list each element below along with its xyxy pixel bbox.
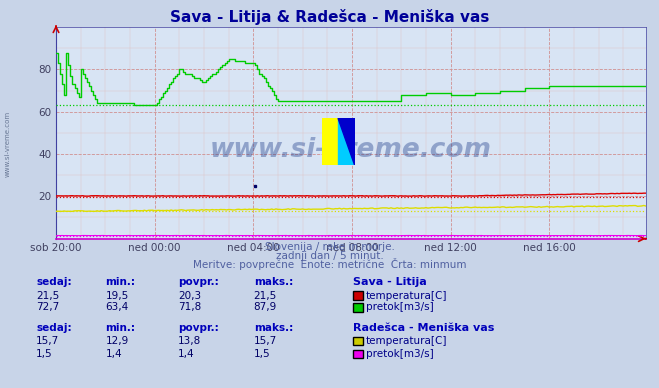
Text: 1,4: 1,4 (105, 349, 122, 359)
Text: 1,4: 1,4 (178, 349, 194, 359)
Text: Meritve: povprečne  Enote: metrične  Črta: minmum: Meritve: povprečne Enote: metrične Črta:… (192, 258, 467, 270)
Polygon shape (338, 118, 355, 165)
Polygon shape (338, 118, 355, 165)
Text: Sava - Litija: Sava - Litija (353, 277, 426, 287)
Text: maks.:: maks.: (254, 322, 293, 333)
Text: 1,5: 1,5 (254, 349, 270, 359)
Text: Sava - Litija & Radešca - Meniška vas: Sava - Litija & Radešca - Meniška vas (170, 9, 489, 26)
Text: 15,7: 15,7 (254, 336, 277, 346)
Text: pretok[m3/s]: pretok[m3/s] (366, 349, 434, 359)
Text: sedaj:: sedaj: (36, 277, 72, 287)
Text: 15,7: 15,7 (36, 336, 59, 346)
Text: 87,9: 87,9 (254, 302, 277, 312)
Text: min.:: min.: (105, 277, 136, 287)
Text: www.si-vreme.com: www.si-vreme.com (5, 111, 11, 177)
Text: 12,9: 12,9 (105, 336, 129, 346)
Text: min.:: min.: (105, 322, 136, 333)
Text: www.si-vreme.com: www.si-vreme.com (210, 137, 492, 163)
Text: 19,5: 19,5 (105, 291, 129, 301)
Text: 21,5: 21,5 (254, 291, 277, 301)
Text: 63,4: 63,4 (105, 302, 129, 312)
Text: 72,7: 72,7 (36, 302, 59, 312)
Text: maks.:: maks.: (254, 277, 293, 287)
Text: 21,5: 21,5 (36, 291, 59, 301)
Polygon shape (322, 118, 338, 165)
Text: povpr.:: povpr.: (178, 322, 219, 333)
Text: 71,8: 71,8 (178, 302, 201, 312)
Text: temperatura[C]: temperatura[C] (366, 336, 447, 346)
Text: 20,3: 20,3 (178, 291, 201, 301)
Text: 1,5: 1,5 (36, 349, 53, 359)
Text: Slovenija / reke in morje.: Slovenija / reke in morje. (264, 242, 395, 252)
Text: 13,8: 13,8 (178, 336, 201, 346)
Text: temperatura[C]: temperatura[C] (366, 291, 447, 301)
Text: pretok[m3/s]: pretok[m3/s] (366, 302, 434, 312)
Text: Radešca - Meniška vas: Radešca - Meniška vas (353, 322, 494, 333)
Text: povpr.:: povpr.: (178, 277, 219, 287)
Text: sedaj:: sedaj: (36, 322, 72, 333)
Text: zadnji dan / 5 minut.: zadnji dan / 5 minut. (275, 251, 384, 261)
